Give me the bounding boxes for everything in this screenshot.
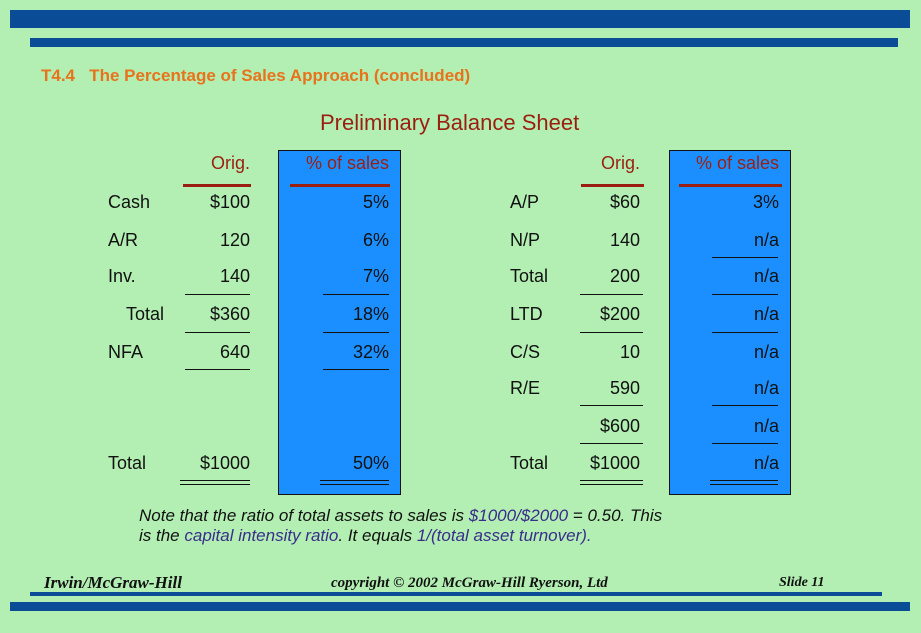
asset-orig: 640 [219,342,250,362]
liab-label: LTD [510,304,543,324]
asset-label: NFA [108,342,144,362]
liab-pct-header: % of sales [695,153,779,173]
asset-grand-orig-rule [180,484,250,485]
note-part: = 0.50. This [568,506,663,525]
asset-nfa-pct-rule [323,369,389,370]
liab-label: Total [510,453,549,473]
note-part: Note that the ratio of total assets to s… [139,506,469,525]
liab-label: A/P [510,192,540,212]
liab-orig: 200 [609,266,640,286]
assets-pct-header: % of sales [305,153,389,173]
asset-inv-orig-rule [185,294,250,295]
liab-pct-header-rule [679,184,782,187]
liab-grand-pct-rule [710,484,778,485]
liab-pct: n/a [753,266,779,286]
liab-pct: n/a [753,378,779,398]
liab-total-orig-rule [580,294,643,295]
liab-orig: $60 [609,192,640,212]
asset-pct: 5% [362,192,389,212]
liab-orig: 140 [609,230,640,250]
liab-orig: 10 [619,342,640,362]
assets-pct-header-rule [290,184,390,187]
asset-total-orig-rule [185,332,250,333]
liab-re-orig-rule [580,405,643,406]
asset-label: A/R [108,230,139,250]
asset-orig: 140 [219,266,250,286]
asset-grand-orig-rule [180,480,250,481]
asset-pct: 6% [362,230,389,250]
liab-orig-header-rule [581,184,644,187]
liab-equity-pct-rule [712,443,778,444]
liab-total-pct-rule [712,294,778,295]
liab-pct: 3% [752,192,779,212]
liab-label: C/S [510,342,541,362]
liab-orig: 590 [609,378,640,398]
asset-pct: 7% [362,266,389,286]
liab-ltd-orig-rule [580,332,643,333]
note-part: . [586,526,592,545]
assets-orig-header: Orig. [210,153,250,173]
top-bar-thin [30,38,898,47]
note-part: . It equals [338,526,417,545]
note-highlight-term: capital intensity ratio [184,526,339,545]
liab-ltd-pct-rule [712,332,778,333]
asset-orig: $100 [209,192,250,212]
note-text: Note that the ratio of total assets to s… [139,506,662,546]
slide-title: T4.4 The Percentage of Sales Approach (c… [41,66,471,85]
liab-label: N/P [510,230,541,250]
note-line-1: Note that the ratio of total assets to s… [139,506,662,526]
liab-pct: n/a [753,342,779,362]
footer-slide-number: Slide 11 [779,575,825,590]
asset-label: Total [108,453,147,473]
liab-np-pct-rule [712,257,778,258]
liab-orig: $600 [599,416,640,436]
asset-pct: 50% [352,453,389,473]
assets-pct-box [278,150,401,495]
liab-orig: $1000 [589,453,640,473]
sheet-title: Preliminary Balance Sheet [320,110,580,135]
liab-grand-orig-rule [580,484,643,485]
bottom-bar [10,602,910,611]
note-highlight-formula: 1/(total asset turnover) [416,526,587,545]
footer-publisher: Irwin/McGraw-Hill [44,573,182,592]
liab-grand-pct-rule [710,480,778,481]
footer-copyright: copyright © 2002 McGraw-Hill Ryerson, Lt… [331,575,608,591]
liab-grand-orig-rule [580,480,643,481]
note-highlight-ratio: $1000/$2000 [468,506,569,525]
liab-pct: n/a [753,453,779,473]
asset-pct: 18% [352,304,389,324]
liab-pct: n/a [753,304,779,324]
note-part: is the [139,526,185,545]
top-bar [10,10,910,28]
liab-label: R/E [510,378,541,398]
bottom-bar-thin [30,592,882,596]
liab-pct: n/a [753,416,779,436]
asset-label: Total [126,304,165,324]
asset-orig: $1000 [199,453,250,473]
liab-re-pct-rule [712,405,778,406]
liabilities-pct-box [669,150,791,495]
liab-orig: $200 [599,304,640,324]
asset-grand-pct-rule [320,480,389,481]
asset-pct: 32% [352,342,389,362]
liab-label: Total [510,266,549,286]
liab-pct: n/a [753,230,779,250]
asset-orig: $360 [209,304,250,324]
asset-label: Inv. [108,266,136,286]
asset-inv-pct-rule [323,294,389,295]
asset-total-pct-rule [323,332,389,333]
asset-nfa-orig-rule [185,369,250,370]
liab-equity-orig-rule [580,443,643,444]
note-line-2: is the capital intensity ratio. It equal… [139,526,662,546]
assets-orig-header-rule [183,184,251,187]
asset-grand-pct-rule [320,484,389,485]
asset-label: Cash [108,192,151,212]
liab-orig-header: Orig. [600,153,640,173]
asset-orig: 120 [219,230,250,250]
